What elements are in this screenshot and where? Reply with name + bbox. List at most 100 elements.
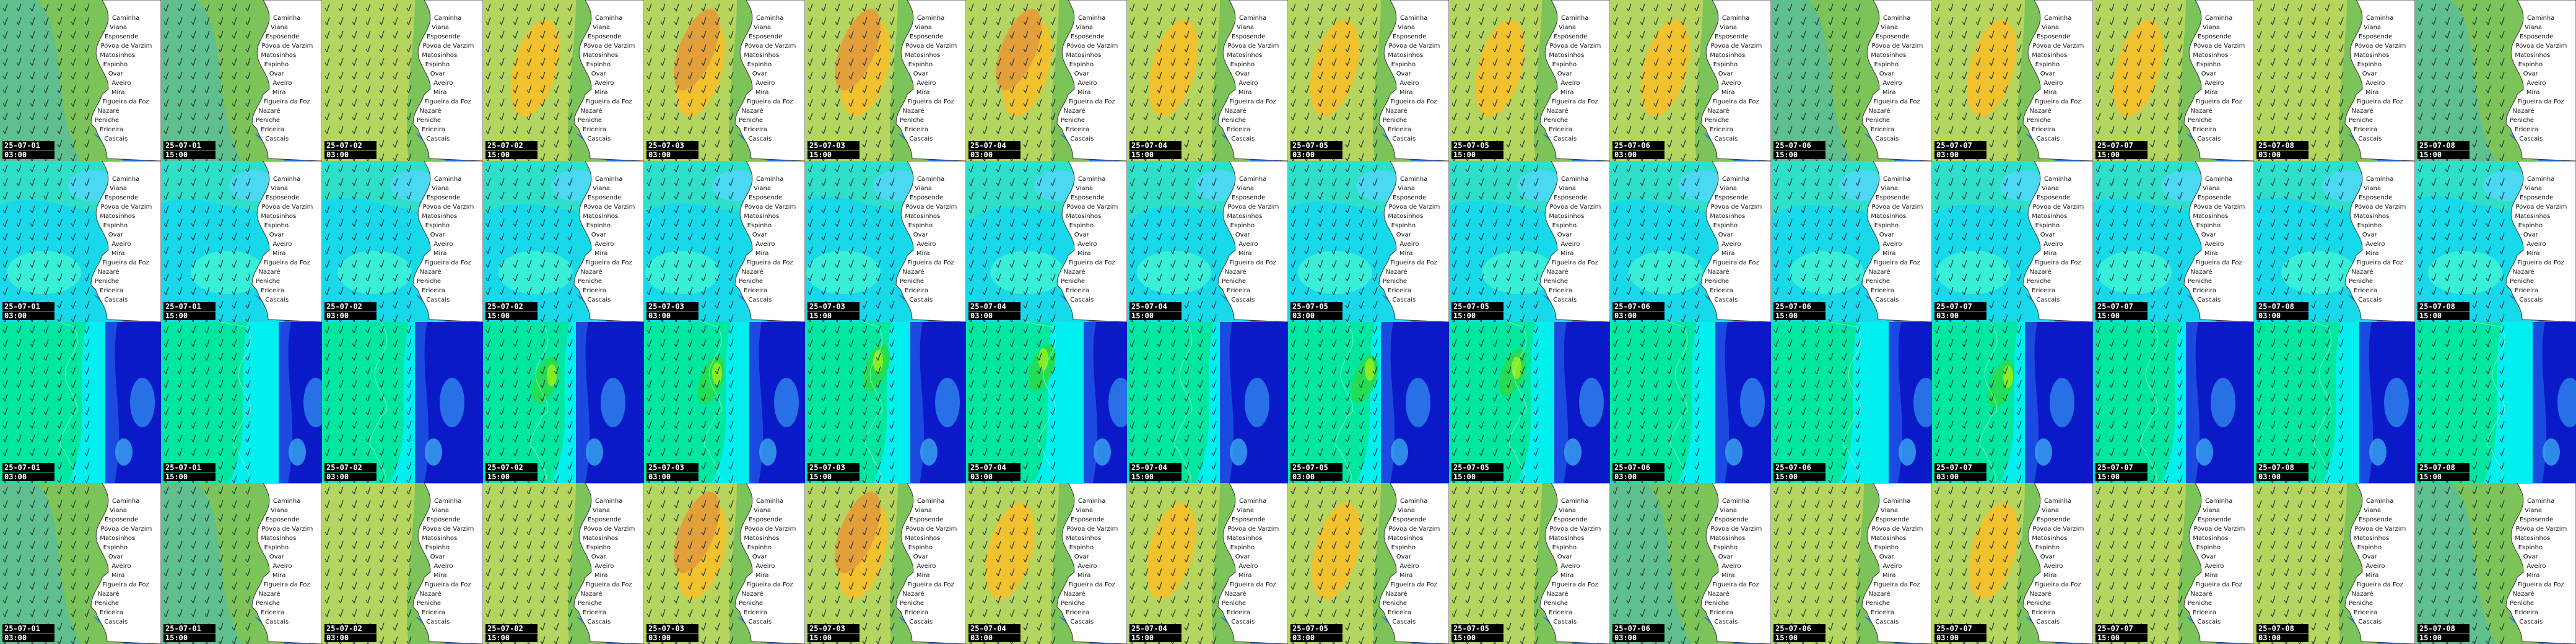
forecast-date: 25-07-07 xyxy=(1934,302,1986,311)
forecast-tile-wave[interactable]: Caminha Viana Esposende Póvoa de Varzim Mato… xyxy=(2415,161,2576,322)
forecast-tile-wind-c[interactable]: Caminha Viana Esposende Póvoa de Varzim Mato… xyxy=(0,483,161,644)
place-label: Viana xyxy=(269,185,289,193)
forecast-tile-wave[interactable]: Caminha Viana Esposende Póvoa de Varzim Mato… xyxy=(2254,161,2415,322)
forecast-map-wind-a xyxy=(805,0,966,161)
forecast-tile-wind-b[interactable]: 25-07-01 03:00 xyxy=(0,322,161,483)
forecast-tile-wave[interactable]: Caminha Viana Esposende Póvoa de Varzim Mato… xyxy=(1288,161,1449,322)
forecast-tile-wind-b[interactable]: 25-07-07 15:00 xyxy=(2093,322,2254,483)
place-label: Póvoa de Varzim xyxy=(1870,43,1925,50)
place-label: Peniche xyxy=(2187,117,2214,124)
forecast-date: 25-07-06 xyxy=(1612,302,1664,311)
place-label: Viana xyxy=(1074,24,1094,32)
forecast-tile-wind-a[interactable]: Caminha Viana Esposende Póvoa de Varzim Mato… xyxy=(2093,0,2254,161)
forecast-tile-wave[interactable]: Caminha Viana Esposende Póvoa de Varzim Mato… xyxy=(1610,161,1771,322)
forecast-tile-wind-c[interactable]: Caminha Viana Esposende Póvoa de Varzim Mato… xyxy=(1127,483,1288,644)
forecast-tile-wind-a[interactable]: Caminha Viana Esposende Póvoa de Varzim Mato… xyxy=(1771,0,1932,161)
forecast-tile-wave[interactable]: Caminha Viana Esposende Póvoa de Varzim Mato… xyxy=(483,161,644,322)
forecast-tile-wave[interactable]: Caminha Viana Esposende Póvoa de Varzim Mato… xyxy=(2093,161,2254,322)
place-label: Esposende xyxy=(2357,516,2394,524)
place-label: Póvoa de Varzim xyxy=(904,204,959,211)
forecast-map-wind-a xyxy=(2254,0,2415,161)
forecast-timestamp: 25-07-02 15:00 xyxy=(485,624,537,642)
forecast-tile-wind-c[interactable]: Caminha Viana Esposende Póvoa de Varzim Mato… xyxy=(1610,483,1771,644)
forecast-tile-wind-a[interactable]: Caminha Viana Esposende Póvoa de Varzim Mato… xyxy=(1127,0,1288,161)
forecast-tile-wind-c[interactable]: Caminha Viana Esposende Póvoa de Varzim Mato… xyxy=(1449,483,1610,644)
place-label: Espinho xyxy=(1229,544,1256,552)
forecast-tile-wind-c[interactable]: Caminha Viana Esposende Póvoa de Varzim Mato… xyxy=(966,483,1127,644)
forecast-tile-wave[interactable]: Caminha Viana Esposende Póvoa de Varzim Mato… xyxy=(161,161,322,322)
forecast-tile-wind-b[interactable]: 25-07-01 15:00 xyxy=(161,322,322,483)
forecast-tile-wave[interactable]: Caminha Viana Esposende Póvoa de Varzim Mato… xyxy=(0,161,161,322)
forecast-tile-wind-c[interactable]: Caminha Viana Esposende Póvoa de Varzim Mato… xyxy=(644,483,805,644)
forecast-tile-wind-a[interactable]: Caminha Viana Esposende Póvoa de Varzim Mato… xyxy=(644,0,805,161)
forecast-date: 25-07-03 xyxy=(646,463,698,472)
forecast-tile-wind-c[interactable]: Caminha Viana Esposende Póvoa de Varzim Mato… xyxy=(322,483,483,644)
place-label: Viana xyxy=(2523,185,2543,193)
forecast-tile-wind-c[interactable]: Caminha Viana Esposende Póvoa de Varzim Mato… xyxy=(2415,483,2576,644)
forecast-time: 03:00 xyxy=(646,150,698,159)
forecast-tile-wind-a[interactable]: Caminha Viana Esposende Póvoa de Varzim Mato… xyxy=(1932,0,2093,161)
forecast-timestamp: 25-07-08 15:00 xyxy=(2417,141,2469,159)
forecast-tile-wind-a[interactable]: Caminha Viana Esposende Póvoa de Varzim Mato… xyxy=(805,0,966,161)
place-label: Matosinhos xyxy=(1547,535,1586,542)
forecast-tile-wind-b[interactable]: 25-07-08 15:00 xyxy=(2415,322,2576,483)
place-label: Nazaré xyxy=(901,591,926,598)
place-label: Cascais xyxy=(425,297,451,304)
forecast-tile-wave[interactable]: Caminha Viana Esposende Póvoa de Varzim Mato… xyxy=(1127,161,1288,322)
forecast-tile-wave[interactable]: Caminha Viana Esposende Póvoa de Varzim Mato… xyxy=(1449,161,1610,322)
forecast-tile-wind-c[interactable]: Caminha Viana Esposende Póvoa de Varzim Mato… xyxy=(483,483,644,644)
forecast-tile-wind-c[interactable]: Caminha Viana Esposende Póvoa de Varzim Mato… xyxy=(1288,483,1449,644)
forecast-tile-wind-b[interactable]: 25-07-03 15:00 xyxy=(805,322,966,483)
forecast-tile-wind-b[interactable]: 25-07-05 03:00 xyxy=(1288,322,1449,483)
forecast-tile-wind-c[interactable]: Caminha Viana Esposende Póvoa de Varzim Mato… xyxy=(805,483,966,644)
forecast-tile-wave[interactable]: Caminha Viana Esposende Póvoa de Varzim Mato… xyxy=(1771,161,1932,322)
forecast-time: 15:00 xyxy=(2095,633,2147,642)
forecast-tile-wind-c[interactable]: Caminha Viana Esposende Póvoa de Varzim Mato… xyxy=(1771,483,1932,644)
forecast-tile-wind-b[interactable]: 25-07-05 15:00 xyxy=(1449,322,1610,483)
place-label: Viana xyxy=(1074,185,1094,193)
forecast-tile-wind-a[interactable]: Caminha Viana Esposende Póvoa de Varzim Mato… xyxy=(966,0,1127,161)
forecast-tile-wind-a[interactable]: Caminha Viana Esposende Póvoa de Varzim Mato… xyxy=(161,0,322,161)
forecast-tile-wave[interactable]: Caminha Viana Esposende Póvoa de Varzim Mato… xyxy=(966,161,1127,322)
forecast-tile-wind-a[interactable]: Caminha Viana Esposende Póvoa de Varzim Mato… xyxy=(2254,0,2415,161)
forecast-tile-wave[interactable]: Caminha Viana Esposende Póvoa de Varzim Mato… xyxy=(1932,161,2093,322)
forecast-tile-wind-b[interactable]: 25-07-06 03:00 xyxy=(1610,322,1771,483)
forecast-map-wind-b xyxy=(1610,322,1771,483)
forecast-tile-wind-c[interactable]: Caminha Viana Esposende Póvoa de Varzim Mato… xyxy=(2093,483,2254,644)
forecast-tile-wind-a[interactable]: Caminha Viana Esposende Póvoa de Varzim Mato… xyxy=(322,0,483,161)
place-label: Póvoa de Varzim xyxy=(1709,526,1764,533)
forecast-tile-wind-a[interactable]: Caminha Viana Esposende Póvoa de Varzim Mato… xyxy=(2415,0,2576,161)
forecast-tile-wind-b[interactable]: 25-07-04 03:00 xyxy=(966,322,1127,483)
forecast-tile-wind-a[interactable]: Caminha Viana Esposende Póvoa de Varzim Mato… xyxy=(1610,0,1771,161)
forecast-tile-wind-b[interactable]: 25-07-02 15:00 xyxy=(483,322,644,483)
forecast-date: 25-07-04 xyxy=(1129,141,1181,150)
forecast-tile-wind-b[interactable]: 25-07-02 03:00 xyxy=(322,322,483,483)
forecast-tile-wind-b[interactable]: 25-07-07 03:00 xyxy=(1932,322,2093,483)
place-label: Espinho xyxy=(2034,544,2061,552)
forecast-map-wind-b xyxy=(0,322,161,483)
place-label: Ovar xyxy=(2200,232,2217,239)
forecast-tile-wind-c[interactable]: Caminha Viana Esposende Póvoa de Varzim Mato… xyxy=(2254,483,2415,644)
forecast-tile-wind-b[interactable]: 25-07-03 03:00 xyxy=(644,322,805,483)
place-label: Peniche xyxy=(2026,117,2053,124)
place-label: Caminha xyxy=(110,498,141,505)
forecast-tile-wind-b[interactable]: 25-07-04 15:00 xyxy=(1127,322,1288,483)
forecast-date: 25-07-02 xyxy=(485,624,537,633)
forecast-tile-wind-a[interactable]: Caminha Viana Esposende Póvoa de Varzim Mato… xyxy=(1288,0,1449,161)
forecast-tile-wind-c[interactable]: Caminha Viana Esposende Póvoa de Varzim Mato… xyxy=(1932,483,2093,644)
forecast-tile-wave[interactable]: Caminha Viana Esposende Póvoa de Varzim Mato… xyxy=(322,161,483,322)
forecast-tile-wave[interactable]: Caminha Viana Esposende Póvoa de Varzim Mato… xyxy=(805,161,966,322)
forecast-tile-wind-a[interactable]: Caminha Viana Esposende Póvoa de Varzim Mato… xyxy=(0,0,161,161)
forecast-tile-wind-a[interactable]: Caminha Viana Esposende Póvoa de Varzim Mato… xyxy=(483,0,644,161)
forecast-tile-wind-c[interactable]: Caminha Viana Esposende Póvoa de Varzim Mato… xyxy=(161,483,322,644)
forecast-tile-wave[interactable]: Caminha Viana Esposende Póvoa de Varzim Mato… xyxy=(644,161,805,322)
place-label: Nazaré xyxy=(2350,591,2375,598)
forecast-date: 25-07-03 xyxy=(646,624,698,633)
forecast-tile-wind-a[interactable]: Caminha Viana Esposende Póvoa de Varzim Mato… xyxy=(1449,0,1610,161)
forecast-tile-wind-b[interactable]: 25-07-06 15:00 xyxy=(1771,322,1932,483)
place-label: Aveiro xyxy=(1076,80,1099,87)
forecast-timestamp: 25-07-08 03:00 xyxy=(2256,624,2308,642)
forecast-map-wind-a xyxy=(966,0,1127,161)
place-label: Viana xyxy=(2362,24,2382,32)
forecast-tile-wind-b[interactable]: 25-07-08 03:00 xyxy=(2254,322,2415,483)
